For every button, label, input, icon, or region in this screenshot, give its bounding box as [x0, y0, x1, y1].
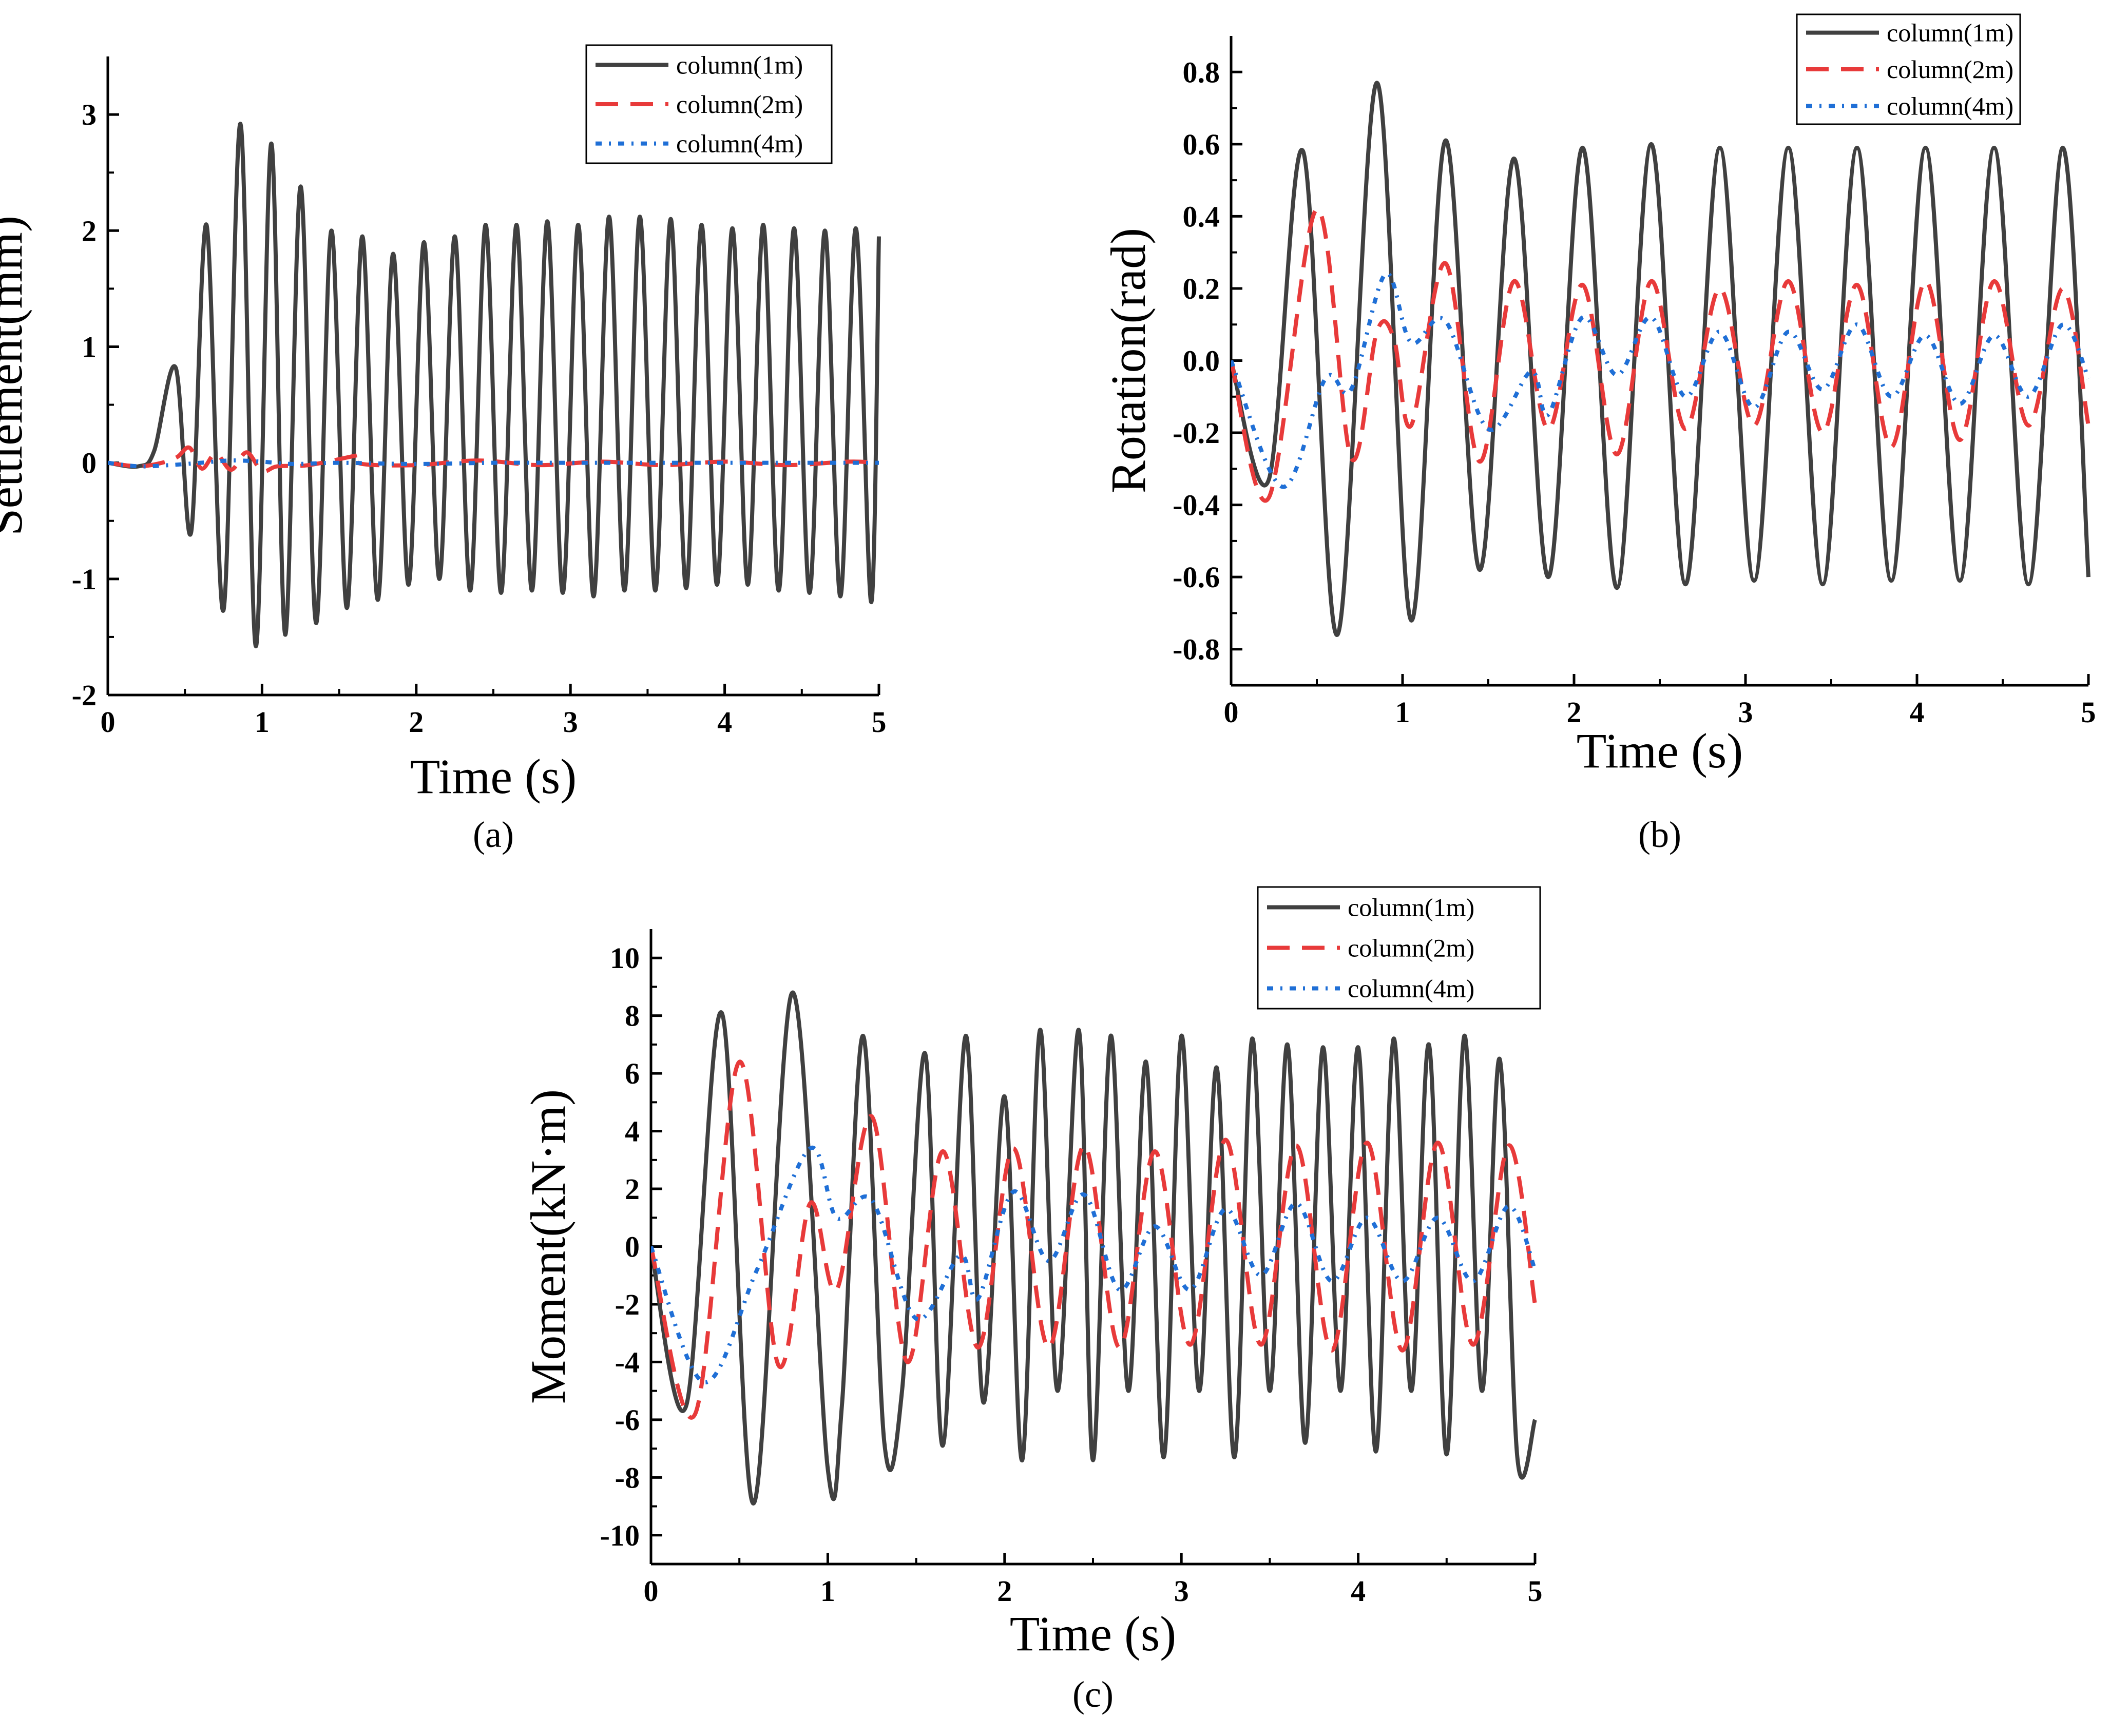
x-axis-title: Time (s) — [410, 749, 577, 804]
panel-label: (a) — [473, 814, 514, 855]
y-tick-label: -0.6 — [1173, 561, 1220, 594]
y-tick-label: -0.2 — [1173, 416, 1220, 450]
x-tick-label: 5 — [872, 705, 887, 739]
panel-b-rotation-chart: 0 1 2 3 4 5 -0.8 -0.6 -0.4 -0.2 0.0 0.2 0.4 0.6 0.8 Tim… — [1101, 13, 2096, 855]
x-tick-label: 4 — [717, 705, 732, 739]
y-tick-label: -8 — [615, 1461, 640, 1494]
x-tick-label: 1 — [1395, 696, 1410, 729]
y-tick-label: -0.4 — [1173, 489, 1220, 522]
x-tick-label: 1 — [255, 705, 270, 739]
series-line-column(2m) — [1231, 207, 2090, 503]
x-tick-label: 3 — [563, 705, 578, 739]
y-tick-label: 3 — [82, 98, 97, 131]
x-tick-label: 2 — [997, 1574, 1012, 1608]
y-tick-label: 0.6 — [1183, 128, 1220, 161]
series-line-column(1m) — [651, 990, 1537, 1506]
x-tick-label: 2 — [1567, 696, 1582, 729]
series-line-column(4m) — [651, 1145, 1537, 1384]
y-tick-label: 0.0 — [1183, 344, 1220, 378]
y-tick-label: 10 — [610, 941, 640, 975]
y-tick-label: 0.2 — [1183, 272, 1220, 305]
y-tick-label: 4 — [625, 1115, 640, 1148]
y-tick-label: -2 — [615, 1288, 640, 1321]
x-tick-label: 1 — [820, 1574, 835, 1608]
y-tick-label: 0 — [625, 1230, 640, 1264]
y-tick-label: -0.8 — [1173, 633, 1220, 666]
y-axis-title: Moment(kN·m) — [521, 1089, 576, 1404]
x-tick-label: 2 — [409, 705, 424, 739]
x-axis-title: Time (s) — [1577, 723, 1743, 778]
legend-entry: column(1m) — [1348, 893, 1474, 922]
series-line-column(4m) — [108, 458, 879, 469]
legend-entry: column(4m) — [1887, 91, 2013, 120]
x-tick-label: 5 — [1528, 1574, 1543, 1608]
x-tick-label: 5 — [2081, 696, 2096, 729]
x-tick-label: 4 — [1910, 696, 1925, 729]
x-tick-label: 3 — [1174, 1574, 1189, 1608]
panel-c-moment-chart: 0 1 2 3 4 5 -10 -8 -6 -4 -2 0 2 4 6 8 10 Time (s) Moment(k… — [521, 886, 1543, 1715]
y-tick-label: 2 — [625, 1172, 640, 1206]
series-line-column(2m) — [108, 445, 879, 474]
legend-entry: column(2m) — [1348, 934, 1474, 962]
y-tick-label: 0.4 — [1183, 200, 1220, 233]
legend-entry: column(1m) — [676, 50, 803, 79]
y-tick-label: 8 — [625, 999, 640, 1033]
y-tick-label: 1 — [82, 330, 97, 363]
series-line-column(1m) — [108, 122, 881, 649]
y-tick-label: 0.8 — [1183, 55, 1220, 89]
y-tick-label: -6 — [615, 1403, 640, 1437]
y-tick-label: 2 — [82, 214, 97, 247]
x-tick-label: 0 — [101, 705, 116, 739]
panel-a-settlement-chart: 0 1 2 3 4 5 -2 -1 0 1 2 3 Time (s) Settlement(mm) colu… — [0, 44, 887, 855]
panel-label: (c) — [1072, 1674, 1114, 1715]
y-tick-label: -10 — [600, 1519, 640, 1552]
y-axis-title: Settlement(mm) — [0, 216, 32, 536]
y-tick-label: 6 — [625, 1057, 640, 1090]
series-line-column(4m) — [1231, 271, 2090, 489]
y-tick-label: -2 — [72, 679, 97, 712]
legend-entry: column(4m) — [676, 129, 803, 158]
x-tick-label: 3 — [1738, 696, 1753, 729]
legend-entry: column(4m) — [1348, 974, 1474, 1003]
x-tick-label: 0 — [1224, 696, 1239, 729]
legend-entry: column(2m) — [1887, 55, 2013, 84]
panel-label: (b) — [1638, 814, 1681, 855]
y-axis-title: Rotation(rad) — [1101, 228, 1156, 493]
x-axis-title: Time (s) — [1010, 1606, 1177, 1661]
legend-entry: column(1m) — [1887, 18, 2013, 47]
legend-entry: column(2m) — [676, 90, 803, 119]
x-tick-label: 4 — [1351, 1574, 1366, 1608]
y-tick-label: 0 — [82, 447, 97, 480]
series-line-column(1m) — [1231, 81, 2090, 637]
y-tick-label: -1 — [72, 563, 97, 596]
x-tick-label: 0 — [644, 1574, 659, 1608]
series-line-column(2m) — [651, 1059, 1537, 1420]
y-tick-label: -4 — [615, 1345, 640, 1379]
